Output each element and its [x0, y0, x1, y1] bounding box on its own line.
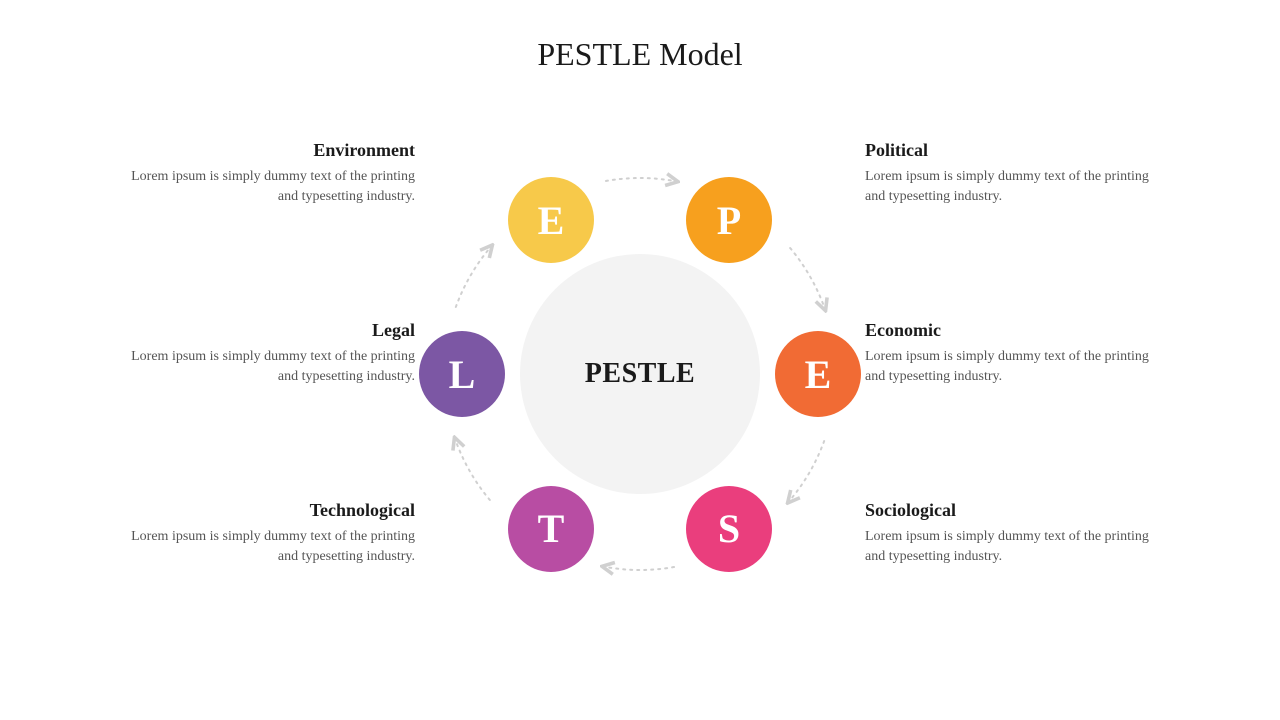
- pestle-diagram: PESTLE PESTLE: [380, 114, 900, 634]
- orbit-arrow: [606, 178, 674, 181]
- label-desc: Lorem ipsum is simply dummy text of the …: [865, 167, 1165, 208]
- label-heading: Sociological: [865, 500, 1165, 521]
- label-desc: Lorem ipsum is simply dummy text of the …: [115, 167, 415, 208]
- orbit-arrow: [456, 441, 490, 500]
- node-technological: T: [508, 486, 594, 572]
- center-circle: PESTLE: [520, 254, 760, 494]
- label-sociological: Sociological Lorem ipsum is simply dummy …: [865, 500, 1165, 568]
- orbit-arrow: [606, 567, 674, 570]
- label-economic: Economic Lorem ipsum is simply dummy text…: [865, 320, 1165, 388]
- orbit-arrow: [790, 441, 824, 500]
- label-heading: Economic: [865, 320, 1165, 341]
- page-title: PESTLE Model: [0, 36, 1280, 73]
- label-heading: Environment: [115, 140, 415, 161]
- label-desc: Lorem ipsum is simply dummy text of the …: [115, 347, 415, 388]
- node-sociological: S: [686, 486, 772, 572]
- label-technological: Technological Lorem ipsum is simply dummy…: [115, 500, 415, 568]
- label-political: Political Lorem ipsum is simply dummy tex…: [865, 140, 1165, 208]
- node-legal: L: [419, 331, 505, 417]
- node-letter: L: [449, 351, 476, 398]
- label-environment: Environment Lorem ipsum is simply dummy t…: [115, 140, 415, 208]
- orbit-arrow: [790, 248, 824, 307]
- label-heading: Political: [865, 140, 1165, 161]
- node-political: P: [686, 177, 772, 263]
- node-letter: E: [538, 197, 565, 244]
- node-letter: E: [805, 351, 832, 398]
- node-environment: E: [508, 177, 594, 263]
- label-heading: Legal: [115, 320, 415, 341]
- node-economic: E: [775, 331, 861, 417]
- label-heading: Technological: [115, 500, 415, 521]
- label-legal: Legal Lorem ipsum is simply dummy text of…: [115, 320, 415, 388]
- label-desc: Lorem ipsum is simply dummy text of the …: [865, 527, 1165, 568]
- center-label: PESTLE: [585, 358, 695, 390]
- node-letter: P: [717, 197, 741, 244]
- node-letter: S: [718, 505, 740, 552]
- node-letter: T: [538, 505, 565, 552]
- orbit-arrow: [456, 248, 490, 307]
- label-desc: Lorem ipsum is simply dummy text of the …: [115, 527, 415, 568]
- label-desc: Lorem ipsum is simply dummy text of the …: [865, 347, 1165, 388]
